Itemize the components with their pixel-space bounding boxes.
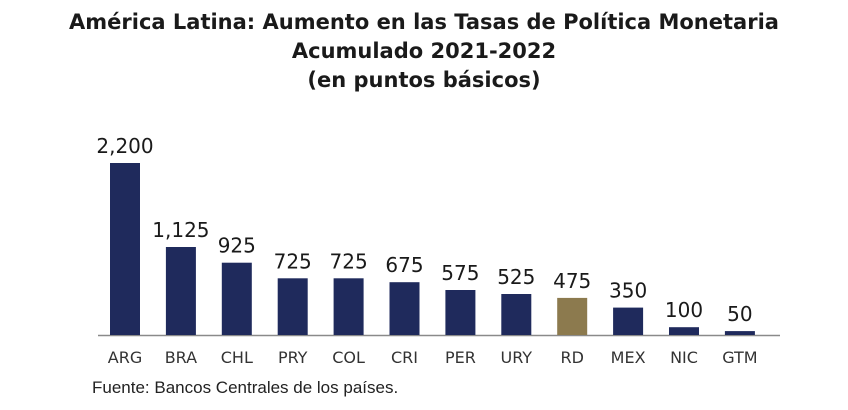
value-label-gtm: 50 <box>727 302 752 326</box>
value-label-col: 725 <box>330 249 368 273</box>
tick-label-rd: RD <box>560 348 583 367</box>
value-label-arg: 2,200 <box>96 134 153 158</box>
bar-rd <box>557 297 588 335</box>
bar-cri <box>389 282 420 335</box>
chart-unit-label: (en puntos básicos) <box>307 68 541 92</box>
chart-subtitle: Acumulado 2021-2022 <box>291 39 557 63</box>
value-label-bra: 1,125 <box>152 218 209 242</box>
bar-ury <box>501 294 532 335</box>
value-label-nic: 100 <box>665 298 703 322</box>
source-note: Fuente: Bancos Centrales de los países. <box>92 378 399 397</box>
bar-chl <box>221 262 252 335</box>
chart-title-block: América Latina: Aumento en las Tasas de … <box>0 8 848 95</box>
tick-label-cri: CRI <box>391 348 418 367</box>
value-label-pry: 725 <box>274 249 312 273</box>
tick-label-gtm: GTM <box>722 348 757 367</box>
bar-nic <box>669 327 699 335</box>
value-label-ury: 525 <box>497 265 535 289</box>
tick-label-chl: CHL <box>221 348 253 367</box>
bar-pry <box>277 278 308 335</box>
bar-per <box>445 290 476 335</box>
bar-arg <box>110 163 140 335</box>
bar-gtm <box>724 331 755 335</box>
value-label-mex: 350 <box>609 279 647 303</box>
tick-label-per: PER <box>445 348 476 367</box>
tick-label-bra: BRA <box>165 348 197 367</box>
tick-label-ury: URY <box>501 348 533 367</box>
chart-title: América Latina: Aumento en las Tasas de … <box>69 10 779 34</box>
bar-mex <box>613 307 644 335</box>
tick-label-mex: MEX <box>611 348 646 367</box>
tick-label-nic: NIC <box>670 348 698 367</box>
bar-bra <box>165 247 196 335</box>
value-label-chl: 925 <box>218 234 256 258</box>
tick-label-col: COL <box>332 348 365 367</box>
tick-label-pry: PRY <box>278 348 308 367</box>
tick-label-arg: ARG <box>108 348 142 367</box>
value-label-cri: 675 <box>385 253 423 277</box>
bar-col <box>333 278 364 335</box>
value-label-per: 575 <box>441 261 479 285</box>
value-label-rd: 475 <box>553 269 591 293</box>
